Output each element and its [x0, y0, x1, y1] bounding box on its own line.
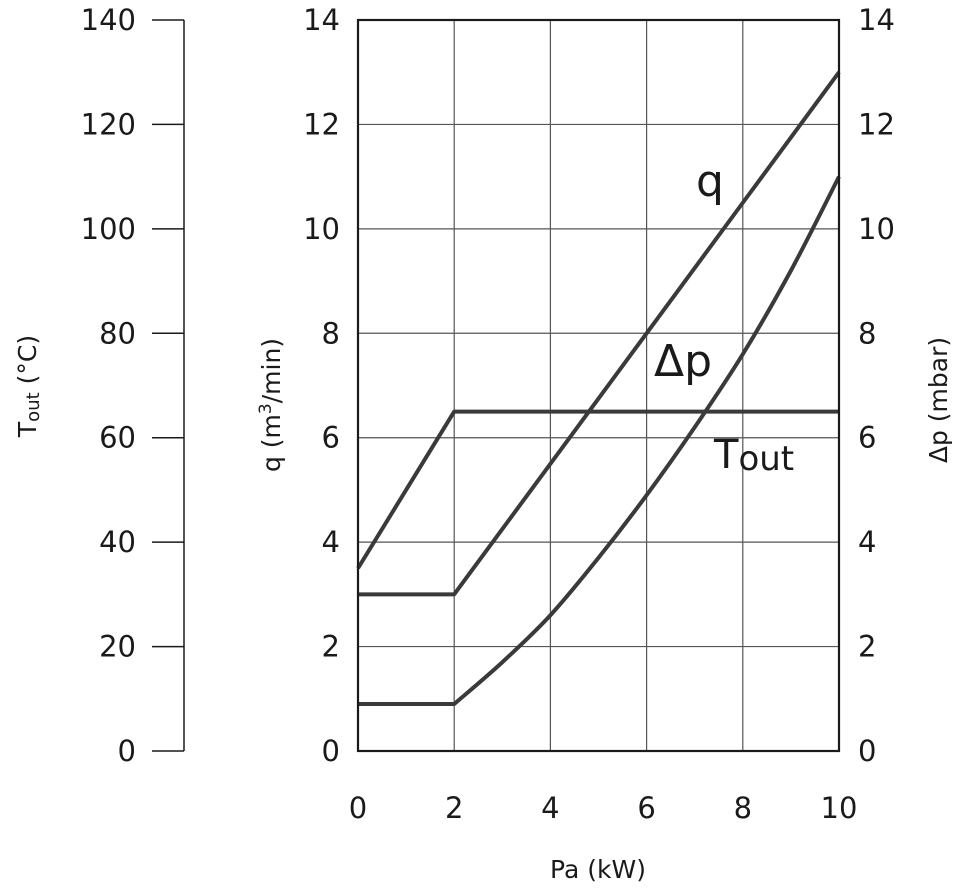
- dp-tick-label: 2: [858, 630, 876, 664]
- tout-tick-label: 100: [81, 212, 136, 246]
- tout-tick-label: 120: [81, 107, 136, 141]
- x-tick-label: 2: [445, 791, 463, 825]
- x-axis-ticks: 0 2 4 6 8 10: [349, 791, 858, 825]
- x-tick-label: 0: [349, 791, 367, 825]
- q-axis-ticks: 0 2 4 6 8 10 12 14: [303, 3, 340, 768]
- tout-tick-label: 80: [99, 316, 136, 350]
- dp-tick-label: 4: [858, 525, 876, 559]
- q-tick-label: 2: [322, 630, 340, 664]
- tout-axis-title: Tout (°C): [13, 335, 44, 438]
- series-curves: [356, 71, 841, 707]
- plot-frame: [356, 18, 841, 753]
- series-label-q: q: [696, 156, 724, 207]
- x-tick-label: 4: [541, 791, 559, 825]
- dp-axis-title: Δp (mbar): [924, 337, 953, 463]
- tout-tick-label: 40: [99, 525, 136, 559]
- tout-tick-label: 60: [99, 421, 136, 455]
- series-line-tout: [356, 409, 839, 570]
- x-axis-title: Pa (kW): [550, 855, 646, 884]
- x-tick-label: 6: [637, 791, 655, 825]
- dp-tick-label: 0: [858, 734, 876, 768]
- dp-tick-label: 6: [858, 421, 876, 455]
- q-axis-title: q (m3/min): [256, 338, 286, 472]
- x-tick-label: 8: [734, 791, 752, 825]
- dp-tick-label: 12: [858, 107, 895, 141]
- q-tick-label: 12: [303, 107, 340, 141]
- q-tick-label: 10: [303, 212, 340, 246]
- tout-tick-label: 20: [99, 630, 136, 664]
- x-tick-label: 10: [821, 791, 858, 825]
- dp-tick-label: 14: [858, 3, 895, 37]
- tout-axis: 0 20 40 60 80 100 120 140: [81, 3, 185, 768]
- tout-tick-label: 140: [81, 3, 136, 37]
- series-label-tout: Tout: [713, 432, 794, 479]
- q-tick-label: 0: [322, 734, 340, 768]
- q-tick-label: 4: [322, 525, 340, 559]
- series-line-dp: [358, 175, 841, 707]
- q-tick-label: 14: [303, 3, 340, 37]
- dp-axis-ticks: 0 2 4 6 8 10 12 14: [858, 3, 895, 768]
- grid: [357, 19, 840, 752]
- series-label-dp: Δp: [654, 336, 712, 387]
- dp-tick-label: 10: [858, 212, 895, 246]
- dp-tick-label: 8: [858, 316, 876, 350]
- q-tick-label: 6: [322, 421, 340, 455]
- q-tick-label: 8: [322, 316, 340, 350]
- tout-tick-label: 0: [118, 734, 136, 768]
- series-line-q: [358, 71, 841, 597]
